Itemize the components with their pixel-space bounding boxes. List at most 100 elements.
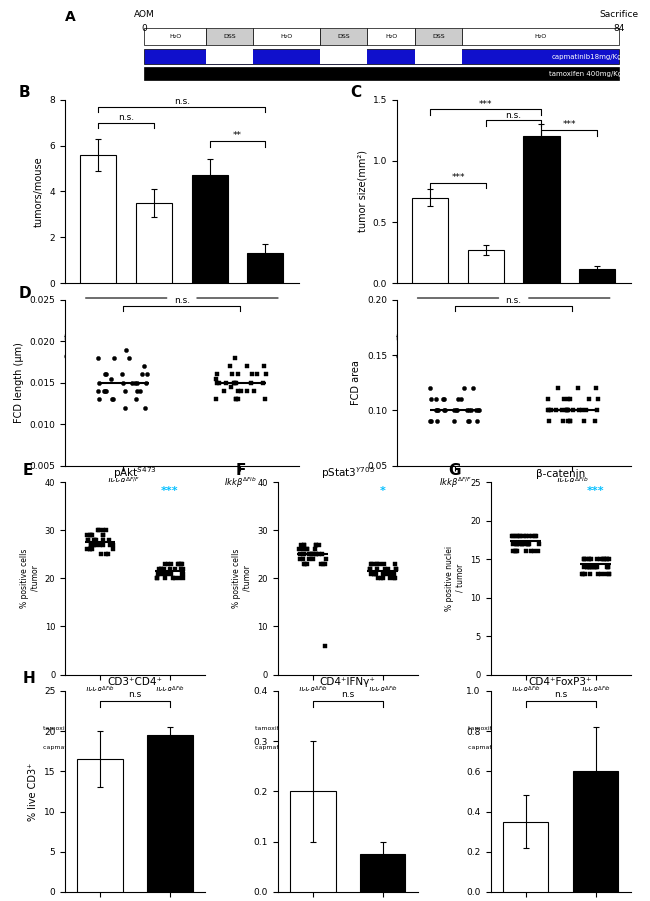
Text: +: + <box>261 334 269 343</box>
Point <box>98 523 108 538</box>
Point <box>99 384 109 398</box>
Y-axis label: FCD area: FCD area <box>352 360 361 405</box>
Point <box>91 532 101 547</box>
Point <box>378 571 389 586</box>
Point <box>93 350 103 365</box>
Point <box>369 567 380 581</box>
Point <box>584 560 594 574</box>
Text: -: - <box>428 352 432 361</box>
Point <box>543 392 553 406</box>
Point <box>151 571 162 586</box>
Text: capmatinib 18mg/kg: capmatinib 18mg/kg <box>468 745 533 751</box>
Text: $Ikk\beta^{\Delta F/F}$: $Ikk\beta^{\Delta F/F}$ <box>110 313 143 327</box>
Point <box>523 536 534 551</box>
Text: +: + <box>261 352 269 361</box>
Point <box>164 561 175 576</box>
Bar <box>81 155 116 283</box>
Point <box>471 414 482 429</box>
Point <box>367 557 378 571</box>
Point <box>98 528 108 542</box>
Point <box>91 538 101 552</box>
Point <box>515 529 525 543</box>
Text: n.s.: n.s. <box>118 113 135 122</box>
Point <box>236 384 246 398</box>
Point <box>517 536 527 551</box>
Point <box>366 557 376 571</box>
Point <box>304 547 315 561</box>
Point <box>295 547 306 561</box>
Point <box>592 404 602 418</box>
Point <box>551 404 561 418</box>
Text: -: - <box>311 743 315 752</box>
Bar <box>502 822 548 892</box>
Point <box>591 381 601 396</box>
Text: +: + <box>592 743 599 752</box>
Point <box>599 552 609 567</box>
Point <box>508 529 519 543</box>
Point <box>521 529 531 543</box>
Point <box>212 376 222 390</box>
Y-axis label: % positive nuclei
/ tumor: % positive nuclei / tumor <box>445 546 465 611</box>
Point <box>589 560 599 574</box>
Point <box>365 561 375 576</box>
Text: A: A <box>65 11 76 24</box>
Point <box>130 376 140 390</box>
Text: C: C <box>350 85 361 100</box>
Point <box>227 368 237 382</box>
Bar <box>573 771 618 892</box>
Point <box>586 560 597 574</box>
Bar <box>148 735 193 892</box>
Point <box>226 379 237 394</box>
Point <box>156 561 166 576</box>
Point <box>106 371 116 386</box>
Text: E: E <box>23 463 33 478</box>
Point <box>136 368 147 382</box>
Point <box>510 544 521 559</box>
Point <box>585 560 595 574</box>
Point <box>108 538 118 552</box>
Point <box>508 536 518 551</box>
Point <box>552 381 563 396</box>
Point <box>298 557 309 571</box>
Point <box>568 404 578 418</box>
Bar <box>468 250 504 283</box>
Point <box>603 568 614 582</box>
Text: H₂O: H₂O <box>169 34 181 39</box>
Point <box>211 371 222 386</box>
Text: -: - <box>97 352 100 361</box>
Point <box>371 567 382 581</box>
Point <box>603 560 613 574</box>
Point <box>372 557 382 571</box>
Point <box>603 568 614 582</box>
Bar <box>144 28 206 45</box>
Point <box>462 414 473 429</box>
Point <box>523 536 534 551</box>
Point <box>391 561 401 576</box>
Title: CD3⁺CD4⁺: CD3⁺CD4⁺ <box>107 678 162 687</box>
Point <box>142 368 152 382</box>
Bar <box>523 136 560 283</box>
Point <box>101 368 111 382</box>
Text: +: + <box>482 334 489 343</box>
Point <box>512 536 522 551</box>
Point <box>96 547 106 561</box>
Point <box>86 528 96 542</box>
Point <box>380 561 391 576</box>
Point <box>139 359 150 373</box>
Text: H₂O: H₂O <box>281 34 292 39</box>
Point <box>456 392 466 406</box>
Bar <box>462 28 619 45</box>
Point <box>602 552 612 567</box>
Point <box>82 542 92 557</box>
Point <box>315 557 326 571</box>
Text: G: G <box>448 463 461 478</box>
Point <box>295 552 306 567</box>
Point <box>299 538 309 552</box>
Point <box>579 552 590 567</box>
Point <box>86 538 96 552</box>
Text: +: + <box>379 724 387 733</box>
Point <box>582 560 592 574</box>
Point <box>299 547 309 561</box>
Point <box>314 538 324 552</box>
Bar <box>77 760 123 892</box>
